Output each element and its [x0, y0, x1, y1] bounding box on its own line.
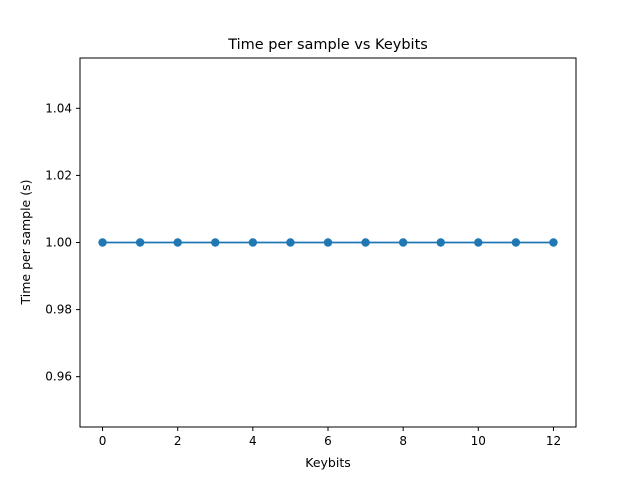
data-point: [98, 238, 107, 247]
x-tick-label: 6: [324, 434, 332, 448]
y-tick-label: 1.04: [45, 101, 72, 115]
x-tick-label: 4: [249, 434, 257, 448]
x-tick-label: 8: [399, 434, 407, 448]
data-point: [361, 238, 370, 247]
data-point: [398, 238, 408, 247]
x-axis-label: Keybits: [305, 455, 350, 470]
y-tick-label: 0.98: [45, 303, 72, 317]
plot-area-frame: [79, 57, 577, 428]
data-point: [173, 238, 182, 247]
data-point: [286, 238, 295, 247]
data-point: [323, 238, 333, 247]
x-tick-label: 10: [471, 434, 486, 448]
x-axis-ticks: 0 2 4 6 8 10 12: [99, 427, 561, 448]
y-axis-label: Time per sample (s): [18, 180, 33, 306]
data-point: [211, 238, 220, 247]
x-tick-label: 12: [546, 434, 561, 448]
y-tick-label: 1.02: [45, 168, 72, 182]
plot-series: [98, 238, 558, 247]
y-tick-label: 0.96: [45, 370, 72, 384]
data-point: [549, 238, 558, 247]
data-point: [248, 238, 258, 247]
y-axis-ticks: 0.96 0.98 1.00 1.02 1.04: [45, 101, 80, 384]
y-tick-label: 1.00: [45, 236, 72, 250]
chart-title: Time per sample vs Keybits: [227, 37, 428, 53]
data-point: [474, 238, 483, 247]
x-tick-label: 0: [99, 434, 107, 448]
data-point: [135, 238, 145, 247]
x-tick-label: 2: [174, 434, 182, 448]
data-point: [511, 238, 521, 247]
data-point: [436, 238, 445, 247]
